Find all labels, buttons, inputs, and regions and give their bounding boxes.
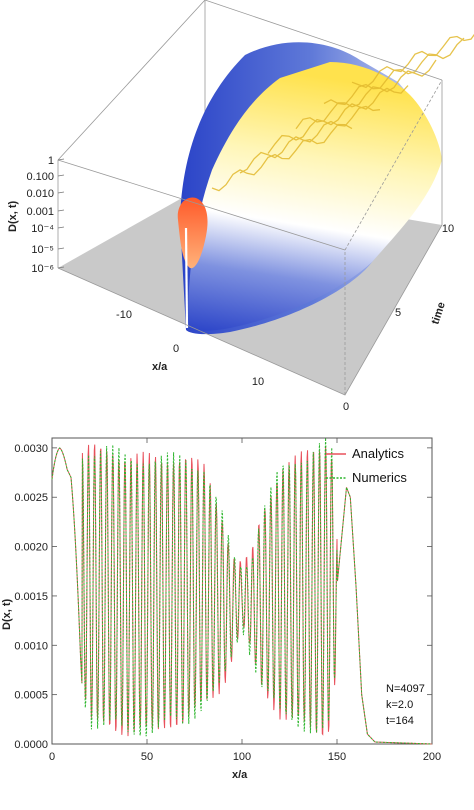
x-tick-label: 150 [328,751,346,763]
y-tick-label: 0.0000 [14,739,48,751]
surface-center-line [184,227,189,329]
z-tick-mark [57,247,65,250]
z-tick-label: 10⁻⁵ [31,244,54,256]
z-tick-mark [57,209,65,212]
x-tick-label: 200 [423,751,441,763]
series-line-numerics [51,437,433,745]
legend-label-analytics: Analytics [352,446,405,461]
x-axis-label: x/a [232,769,248,781]
z-axis-label: D(x, t) [7,201,19,233]
x-tick-label: 50 [141,751,153,763]
x-axis-label: x/a [152,361,168,373]
z-tick-mark [57,266,65,269]
y-tick-label: 0.0030 [14,443,48,455]
z-tick-label: 10⁻⁶ [31,263,54,275]
y-tick-label: 0.0020 [14,542,48,554]
y-tick-label: 0.0015 [14,591,48,603]
surface-plot-3d: 1 0.100 0.010 0.001 10⁻⁴ 10⁻⁵ 10⁻⁶ -10 0 10 0 5 10… [7,0,474,413]
y-axis-label: D(x, t) [1,599,13,631]
z-tick-mark [57,226,65,229]
x-tick-label: 0 [173,343,179,355]
time-tick-label: 10 [442,223,454,235]
box-edge [57,0,206,161]
surface-ridges [211,33,474,192]
time-axis-label: time [429,301,447,326]
annotation-t: t=164 [386,715,414,727]
surface-ridge [239,105,381,174]
surface-ridge [351,33,474,89]
surface-sheet [188,62,442,331]
line-chart: 0.0000 0.0005 0.0010 0.0015 0.0020 0.0025 0.00… [1,437,441,781]
box-edge [204,0,443,81]
box-edge [57,159,346,251]
z-axis-ticks: 1 0.100 0.010 0.001 10⁻⁴ 10⁻⁵ 10⁻⁶ [26,155,65,275]
z-tick-label: 0.001 [26,206,54,218]
x-tick-label: 10 [252,376,264,388]
x-axis-ticks: -10 0 10 [116,309,264,388]
y-tick-label: 0.0005 [14,690,48,702]
y-axis-ticks: 0.0000 0.0005 0.0010 0.0015 0.0020 0.0025 0.00… [14,443,432,751]
legend-label-numerics: Numerics [352,470,407,485]
y-tick-label: 0.0010 [14,640,48,652]
annotation-n: N=4097 [386,683,425,695]
legend: Analytics Numerics [326,446,407,485]
z-tick-label: 10⁻⁴ [31,223,54,235]
x-axis-ticks: 0 50 100 150 200 [49,438,441,763]
surface-ridge [211,123,353,192]
z-tick-label: 1 [48,155,54,167]
z-tick-mark [57,191,65,194]
z-tick-label: 0.010 [26,188,54,200]
z-tick-mark [57,174,65,177]
x-tick-label: 0 [49,751,55,763]
annotation-k: k=2.0 [386,699,413,711]
time-tick-label: 5 [395,307,401,319]
z-tick-mark [57,158,65,161]
y-tick-label: 0.0025 [14,492,48,504]
x-tick-label: -10 [116,309,132,321]
time-tick-label: 0 [343,401,349,413]
z-tick-label: 0.100 [26,171,54,183]
x-tick-label: 100 [233,751,251,763]
time-axis-ticks: 0 5 10 [343,223,454,413]
